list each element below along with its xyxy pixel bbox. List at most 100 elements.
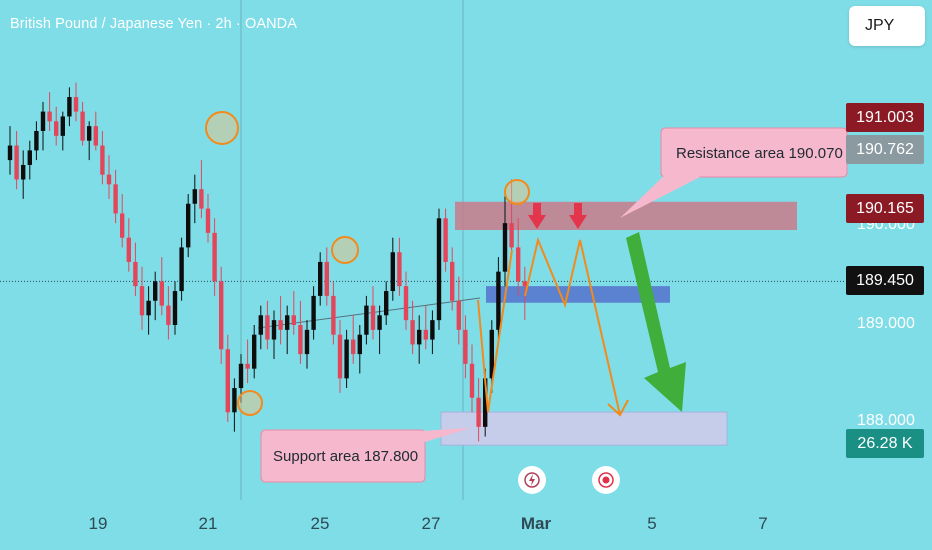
- candle-body: [133, 261, 138, 287]
- candle-body: [14, 145, 19, 180]
- candle-body: [509, 223, 514, 248]
- price-tag-last: 189.450: [846, 266, 924, 295]
- candle-body: [436, 218, 442, 321]
- candle-body: [351, 339, 356, 355]
- projection-path: [524, 236, 621, 416]
- currency-button[interactable]: JPY: [849, 6, 925, 46]
- forecast-arrow: [626, 232, 686, 412]
- price-tag-high: 191.003: [846, 103, 924, 132]
- lightning-icon[interactable]: [518, 466, 546, 494]
- candle-body: [67, 97, 72, 117]
- time-tick: 5: [647, 514, 657, 533]
- mid-zone: [486, 286, 670, 303]
- resistance-callout-text: Resistance area 190.070: [676, 145, 843, 162]
- candle-body: [430, 320, 435, 340]
- candle-body: [54, 121, 59, 136]
- candle-body: [331, 295, 336, 335]
- candle-body: [502, 223, 508, 272]
- candle-body: [199, 189, 204, 209]
- candle-body: [403, 286, 409, 321]
- candle-body: [489, 329, 494, 379]
- candle-body: [476, 397, 481, 427]
- pivot-circle: [205, 111, 239, 145]
- candle-body: [205, 208, 211, 233]
- candle-body: [496, 271, 501, 330]
- pivot-circle: [237, 390, 263, 416]
- candle-body: [337, 334, 343, 379]
- candle-body: [73, 97, 79, 112]
- candle-body: [113, 184, 118, 214]
- candle-body: [324, 261, 329, 296]
- candle-body: [153, 281, 158, 301]
- candle-body: [370, 305, 376, 330]
- price-tag-resistance: 190.165: [846, 194, 924, 223]
- red-down-arrow: [569, 203, 587, 229]
- candle-body: [120, 213, 125, 238]
- pivot-circle: [504, 179, 530, 205]
- candle-body: [60, 116, 65, 136]
- candle-body: [172, 291, 178, 325]
- candle-body: [384, 291, 389, 316]
- candle-body: [47, 111, 52, 122]
- candle-body: [410, 320, 415, 345]
- support-callout-pointer: [404, 428, 470, 446]
- candle-body: [186, 203, 191, 248]
- price-tick: 188.000: [857, 412, 915, 429]
- candle-body: [93, 126, 98, 146]
- record-dot-icon[interactable]: [592, 466, 620, 494]
- candle-body: [364, 305, 369, 335]
- ascending-trendline: [257, 297, 481, 329]
- candle-body: [417, 329, 422, 345]
- candle-body: [469, 363, 475, 398]
- candle-body: [271, 320, 277, 340]
- candle-body: [450, 261, 455, 301]
- support-zone: [440, 411, 728, 446]
- candle-body: [7, 145, 13, 161]
- candle-body: [318, 261, 323, 296]
- candle-body: [166, 305, 171, 325]
- candle-body: [146, 300, 151, 316]
- time-tick-month: Mar: [520, 514, 552, 533]
- candle-body: [252, 334, 257, 369]
- candle-body: [34, 131, 39, 151]
- candle-body: [232, 388, 237, 413]
- candle-body: [258, 315, 263, 335]
- support-callout-text: Support area 187.800: [273, 448, 419, 465]
- candle-body: [423, 329, 428, 340]
- candle-body: [397, 252, 402, 287]
- candle-body: [139, 286, 145, 316]
- time-tick: 27: [421, 514, 441, 533]
- candle-body: [456, 300, 461, 330]
- projection-arrowhead: [607, 399, 629, 417]
- candle-body: [238, 363, 244, 389]
- candle-body: [390, 252, 395, 292]
- time-tick: 7: [758, 514, 768, 533]
- candle-body: [463, 329, 468, 364]
- candle-body: [179, 247, 184, 292]
- candle-body: [278, 320, 283, 330]
- chart-title: British Pound / Japanese Yen · 2h · OAND…: [10, 16, 298, 32]
- resistance-callout-pointer: [620, 168, 700, 218]
- candle-body: [298, 325, 303, 355]
- candle-body: [80, 111, 85, 141]
- candle-body: [87, 126, 92, 141]
- price-tick: 189.000: [857, 315, 915, 332]
- candle-body: [21, 164, 26, 180]
- candle-body: [285, 315, 290, 330]
- candle-body: [159, 281, 164, 306]
- candle-body: [443, 218, 448, 262]
- candle-body: [192, 189, 197, 204]
- candle-body: [40, 111, 46, 131]
- support-bounce-path: [477, 249, 513, 413]
- candle-body: [357, 334, 362, 355]
- candle-body: [344, 339, 349, 379]
- time-tick: 21: [198, 514, 218, 533]
- candle-body: [304, 329, 310, 355]
- time-tick: 19: [88, 514, 108, 533]
- candle-body: [265, 315, 270, 340]
- candle-body: [126, 237, 131, 262]
- candle-body: [100, 145, 105, 175]
- pivot-circle: [331, 236, 359, 264]
- candle-body: [27, 150, 32, 165]
